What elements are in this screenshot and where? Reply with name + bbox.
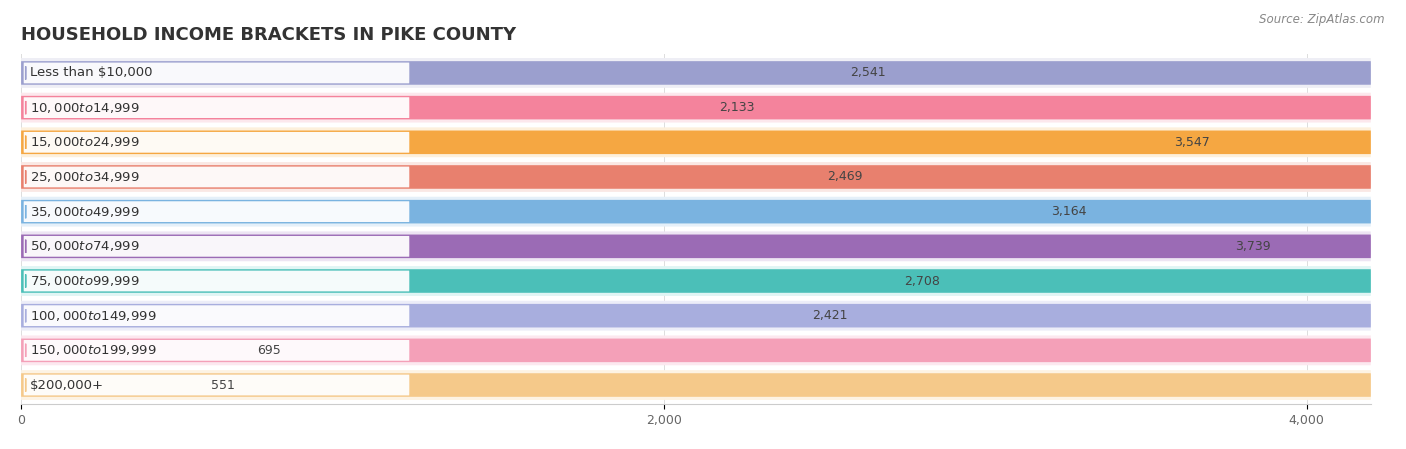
- Text: 3,547: 3,547: [1174, 136, 1209, 149]
- FancyBboxPatch shape: [21, 197, 1371, 227]
- Text: 2,708: 2,708: [904, 274, 941, 287]
- FancyBboxPatch shape: [21, 131, 1371, 154]
- Text: $50,000 to $74,999: $50,000 to $74,999: [30, 239, 139, 253]
- Text: 2,469: 2,469: [827, 171, 863, 184]
- FancyBboxPatch shape: [21, 200, 1371, 224]
- FancyBboxPatch shape: [24, 62, 409, 84]
- FancyBboxPatch shape: [21, 335, 1371, 365]
- FancyBboxPatch shape: [21, 234, 1371, 258]
- FancyBboxPatch shape: [21, 61, 1371, 85]
- FancyBboxPatch shape: [21, 370, 1371, 400]
- FancyBboxPatch shape: [24, 305, 409, 326]
- FancyBboxPatch shape: [21, 92, 1371, 123]
- Text: $25,000 to $34,999: $25,000 to $34,999: [30, 170, 139, 184]
- FancyBboxPatch shape: [21, 339, 1371, 362]
- Text: Source: ZipAtlas.com: Source: ZipAtlas.com: [1260, 13, 1385, 26]
- FancyBboxPatch shape: [21, 373, 1371, 397]
- FancyBboxPatch shape: [21, 96, 1371, 119]
- FancyBboxPatch shape: [21, 165, 1371, 189]
- FancyBboxPatch shape: [24, 167, 409, 187]
- FancyBboxPatch shape: [24, 97, 409, 118]
- Text: 2,133: 2,133: [720, 101, 755, 114]
- FancyBboxPatch shape: [24, 271, 409, 291]
- Text: $100,000 to $149,999: $100,000 to $149,999: [30, 308, 156, 323]
- Text: $75,000 to $99,999: $75,000 to $99,999: [30, 274, 139, 288]
- FancyBboxPatch shape: [24, 236, 409, 257]
- Text: $10,000 to $14,999: $10,000 to $14,999: [30, 101, 139, 114]
- FancyBboxPatch shape: [21, 301, 1371, 330]
- Text: $35,000 to $49,999: $35,000 to $49,999: [30, 205, 139, 219]
- FancyBboxPatch shape: [21, 304, 1371, 327]
- Text: 3,739: 3,739: [1236, 240, 1271, 253]
- Text: $150,000 to $199,999: $150,000 to $199,999: [30, 343, 156, 357]
- Text: 695: 695: [257, 344, 281, 357]
- FancyBboxPatch shape: [21, 269, 1371, 293]
- FancyBboxPatch shape: [24, 374, 409, 396]
- FancyBboxPatch shape: [21, 58, 1371, 88]
- FancyBboxPatch shape: [21, 231, 1371, 261]
- Text: 3,164: 3,164: [1050, 205, 1087, 218]
- FancyBboxPatch shape: [21, 128, 1371, 157]
- FancyBboxPatch shape: [24, 340, 409, 361]
- Text: $15,000 to $24,999: $15,000 to $24,999: [30, 135, 139, 150]
- Text: HOUSEHOLD INCOME BRACKETS IN PIKE COUNTY: HOUSEHOLD INCOME BRACKETS IN PIKE COUNTY: [21, 26, 516, 44]
- Text: 551: 551: [211, 379, 235, 392]
- Text: $200,000+: $200,000+: [30, 379, 104, 392]
- Text: 2,421: 2,421: [813, 309, 848, 322]
- Text: Less than $10,000: Less than $10,000: [30, 66, 152, 79]
- Text: 2,541: 2,541: [851, 66, 886, 79]
- FancyBboxPatch shape: [24, 201, 409, 222]
- FancyBboxPatch shape: [21, 266, 1371, 296]
- FancyBboxPatch shape: [24, 132, 409, 153]
- FancyBboxPatch shape: [21, 162, 1371, 192]
